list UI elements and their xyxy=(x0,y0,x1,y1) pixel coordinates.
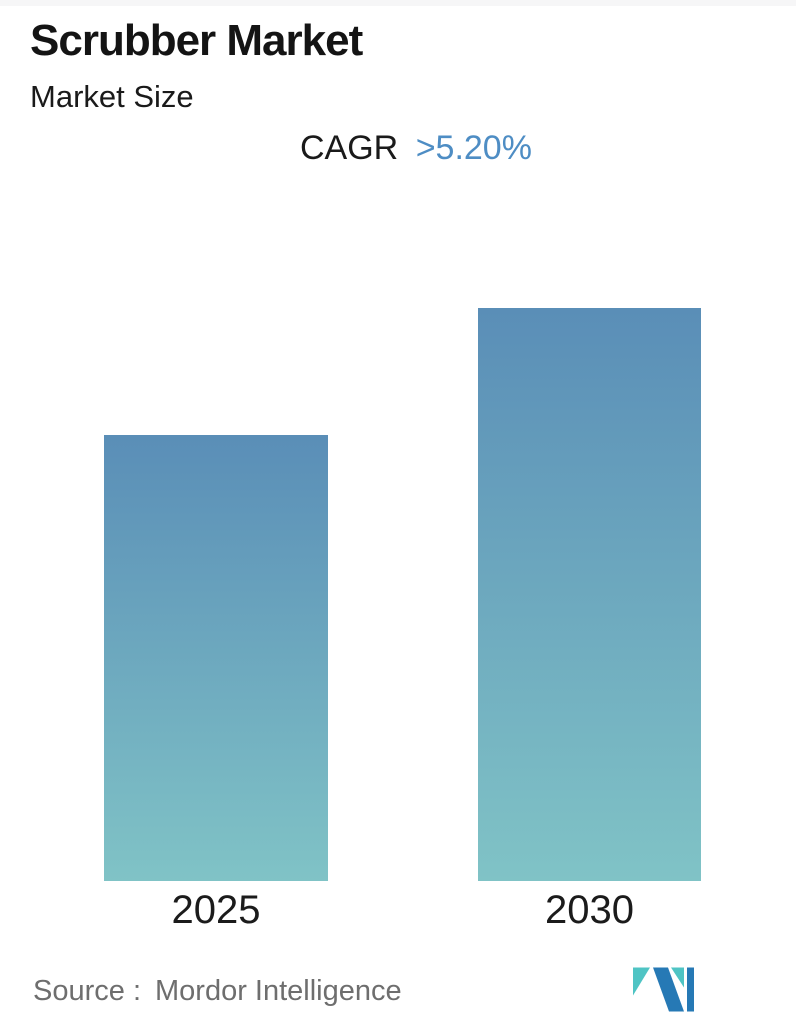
page-subtitle: Market Size xyxy=(30,79,194,114)
source-name: Mordor Intelligence xyxy=(155,975,402,1007)
cagr-annotation: CAGR >5.20% xyxy=(300,131,532,165)
bar-2030 xyxy=(478,308,701,881)
mordor-intelligence-logo-icon xyxy=(633,967,694,1012)
page-title: Scrubber Market xyxy=(30,16,363,65)
top-divider xyxy=(0,0,796,6)
cagr-value: >5.20% xyxy=(415,129,532,167)
source-text: Source : Mordor Intelligence xyxy=(33,977,402,1006)
bar-2025 xyxy=(104,435,328,881)
bar-category-label: 2030 xyxy=(545,888,634,932)
cagr-label: CAGR xyxy=(300,129,399,167)
bar-category-label: 2025 xyxy=(171,888,261,932)
source-prefix: Source : xyxy=(33,975,141,1007)
